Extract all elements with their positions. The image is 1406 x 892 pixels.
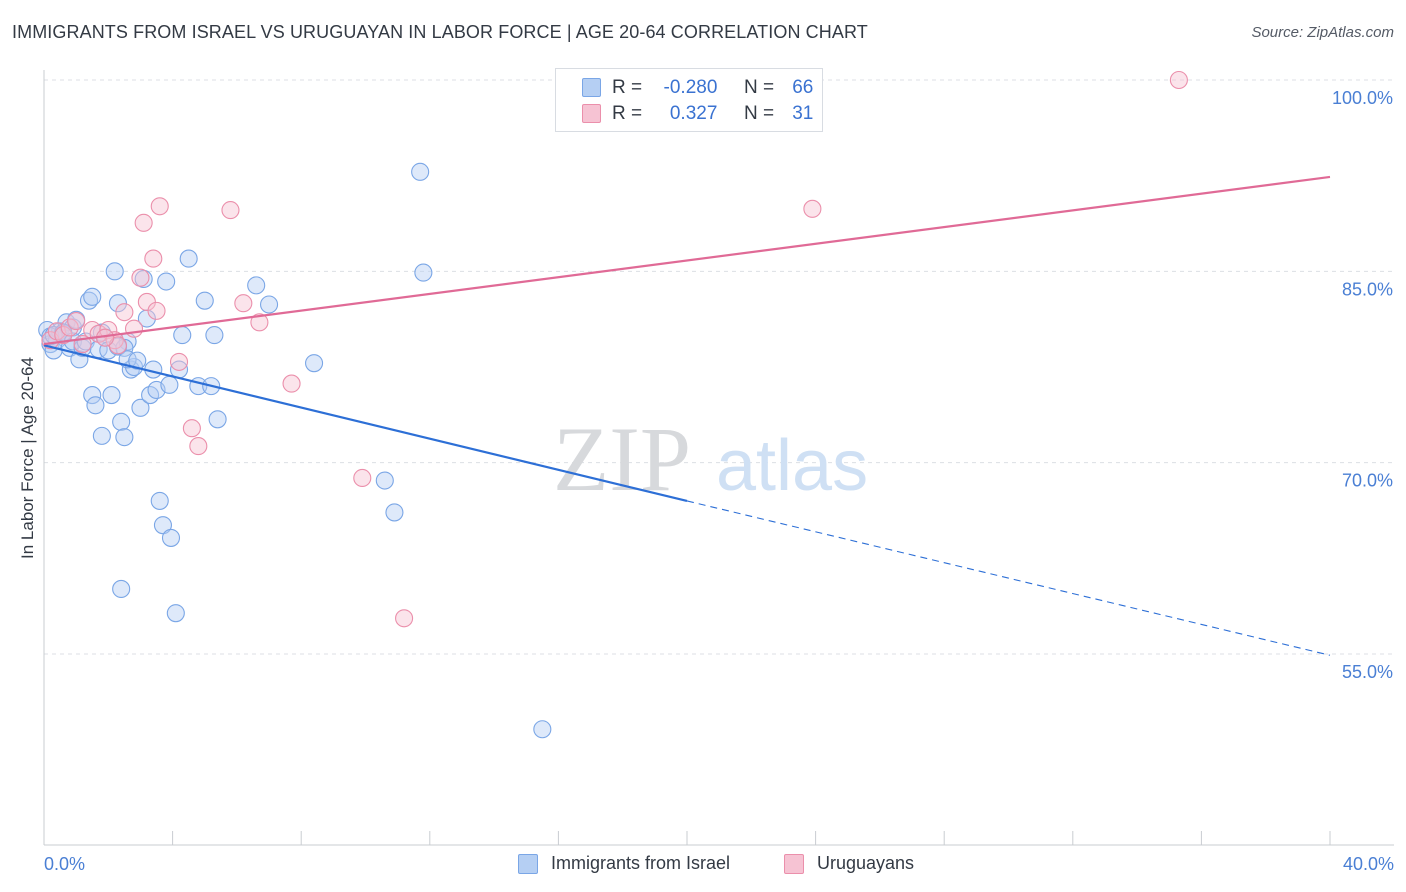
trend-lines	[43, 175, 1331, 656]
r-value: -0.280	[663, 77, 718, 98]
point-israel	[102, 386, 121, 405]
point-uruguayans	[115, 303, 134, 322]
israel-swatch	[582, 78, 601, 97]
point-israel	[195, 291, 214, 310]
chart-title: IMMIGRANTS FROM ISRAEL VS URUGUAYAN IN L…	[12, 22, 868, 42]
point-uruguayans	[803, 199, 822, 218]
n-label: N =	[743, 103, 775, 124]
point-israel	[112, 579, 131, 598]
point-uruguayans	[1169, 70, 1188, 90]
point-israel	[157, 272, 176, 291]
source-credit: Source: ZipAtlas.com	[1251, 24, 1394, 41]
point-israel	[105, 262, 124, 281]
grid-lines	[44, 79, 1394, 655]
point-israel	[385, 503, 404, 522]
point-uruguayans	[395, 609, 414, 628]
x-tick-label: 0.0%	[44, 854, 85, 874]
legend-uruguayans-label: Uruguayans	[817, 853, 915, 873]
trend-line-israel-extension	[686, 500, 1331, 656]
point-israel	[533, 720, 552, 739]
axes	[43, 70, 1394, 846]
point-israel	[92, 426, 111, 445]
point-uruguayans	[67, 312, 86, 331]
point-israel	[128, 351, 147, 370]
trend-line-uruguayans	[43, 175, 1331, 346]
point-israel	[83, 386, 102, 405]
point-israel	[411, 162, 430, 181]
point-israel	[153, 516, 173, 535]
point-uruguayans	[147, 301, 166, 320]
point-uruguayans	[250, 313, 269, 332]
tick-labels: 100.0% 85.0% 70.0% 55.0% 0.0% 40.0%	[44, 88, 1394, 874]
watermark-atlas: atlas	[716, 426, 868, 506]
y-tick-label: 55.0%	[1342, 662, 1393, 682]
r-value: 0.327	[669, 103, 718, 124]
point-uruguayans	[282, 374, 301, 393]
y-tick-label: 85.0%	[1342, 279, 1393, 299]
point-israel	[259, 295, 279, 314]
point-israel	[115, 428, 134, 447]
point-israel	[173, 326, 192, 345]
legend-israel-label: Immigrants from Israel	[551, 853, 731, 873]
point-uruguayans	[54, 326, 73, 345]
point-uruguayans	[131, 268, 150, 287]
point-uruguayans	[150, 197, 169, 216]
point-israel	[375, 471, 394, 490]
point-israel	[161, 528, 181, 547]
point-uruguayans	[353, 468, 372, 488]
legend-item-uruguayans[interactable]: Uruguayans	[784, 852, 934, 878]
point-uruguayans	[169, 352, 189, 371]
point-israel	[179, 249, 198, 268]
trend-line-israel	[43, 344, 688, 503]
series-israel	[38, 162, 552, 739]
series-uruguayans	[41, 70, 1188, 628]
point-uruguayans	[124, 319, 144, 338]
point-israel	[108, 294, 127, 313]
point-israel	[208, 410, 227, 429]
point-israel	[83, 287, 102, 306]
point-israel	[160, 375, 179, 394]
r-label: R =	[612, 77, 643, 98]
r-label: R =	[612, 103, 643, 124]
point-uruguayans	[189, 437, 208, 456]
point-uruguayans	[144, 249, 163, 268]
point-israel	[112, 412, 131, 431]
point-israel	[150, 491, 169, 510]
point-israel	[414, 263, 433, 282]
watermark-zip: ZIP	[553, 408, 691, 510]
legend-uruguayans-swatch	[784, 854, 804, 874]
point-israel	[86, 396, 105, 415]
stats-box: R = -0.280 N = 66 R = 0.327 N = 31	[555, 68, 823, 132]
point-israel	[305, 354, 324, 373]
point-uruguayans	[134, 213, 153, 232]
y-tick-label: 100.0%	[1332, 88, 1393, 108]
legend-item-israel[interactable]: Immigrants from Israel	[518, 852, 768, 878]
n-value: 66	[792, 77, 814, 98]
point-uruguayans	[182, 419, 201, 438]
point-uruguayans	[221, 201, 240, 220]
point-uruguayans	[234, 294, 253, 313]
point-israel	[166, 604, 185, 623]
point-uruguayans	[60, 318, 79, 337]
point-israel	[131, 398, 150, 417]
uruguayans-swatch	[582, 104, 601, 123]
data-points	[38, 70, 1188, 739]
legend-israel-swatch	[518, 854, 538, 874]
point-israel	[205, 326, 224, 345]
x-tick-label: 40.0%	[1343, 854, 1394, 874]
y-tick-label: 70.0%	[1342, 471, 1393, 491]
n-value: 31	[792, 103, 814, 124]
n-label: N =	[743, 77, 775, 98]
point-israel	[247, 276, 266, 295]
watermark: ZIP atlas	[553, 408, 868, 510]
